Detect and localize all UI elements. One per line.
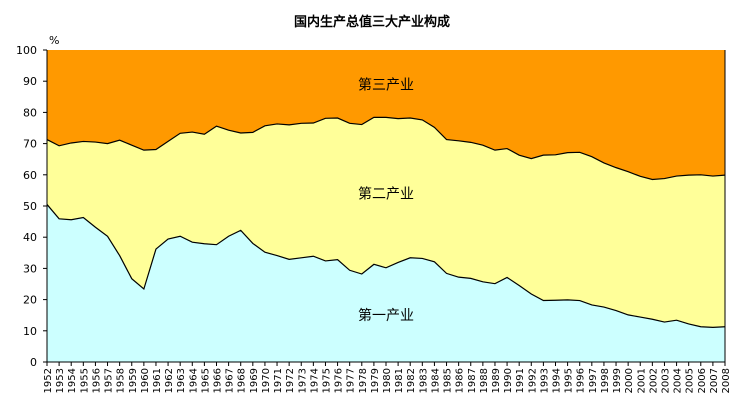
x-tick-label: 1973	[297, 368, 308, 393]
x-tick-label: 1994	[552, 368, 563, 393]
chart-title: 国内生产总值三大产业构成	[294, 14, 450, 30]
x-tick-label: 1957	[104, 368, 115, 393]
x-tick-label: 1975	[321, 368, 332, 393]
x-tick-label: 1991	[515, 368, 526, 393]
x-tick-label: 1965	[200, 368, 211, 393]
x-tick-label: 1972	[285, 368, 296, 393]
x-tick-label: 1997	[588, 368, 599, 393]
x-tick-label: 1954	[67, 368, 78, 393]
area-series-3	[47, 50, 725, 180]
x-tick-label: 1999	[612, 368, 623, 393]
x-tick-label: 1970	[261, 368, 272, 393]
x-tick-label: 2001	[636, 368, 647, 393]
series-boundary-line-2	[46, 116, 726, 181]
x-tick-label: 1996	[576, 368, 587, 393]
y-tick-label: 100	[16, 44, 37, 57]
y-tick-label: 90	[23, 75, 37, 88]
area-series-1	[47, 204, 725, 362]
y-tick-label: 50	[23, 200, 37, 213]
x-tick-label: 1961	[152, 368, 163, 393]
x-tick-label: 1993	[539, 368, 550, 393]
area-series-2	[47, 117, 725, 328]
x-tick-label: 1982	[406, 368, 417, 393]
y-tick-label: 0	[30, 356, 37, 369]
y-tick-label: 70	[23, 138, 37, 151]
y-tick-label: 40	[23, 231, 37, 244]
x-tick-label: 1966	[213, 368, 224, 393]
x-tick-label: 1984	[430, 368, 441, 393]
series-label-3: 第三产业	[358, 76, 414, 93]
y-tick-label: 10	[23, 325, 37, 338]
x-tick-label: 1953	[55, 368, 66, 393]
x-tick-label: 1998	[600, 368, 611, 393]
y-tick-label: 30	[23, 262, 37, 275]
x-tick-label: 1983	[418, 368, 429, 393]
x-tick-label: 1977	[346, 368, 357, 393]
x-tick-label: 1979	[370, 368, 381, 393]
x-tick-label: 1964	[188, 368, 199, 393]
x-tick-label: 1992	[527, 368, 538, 393]
series-label-2: 第二产业	[358, 186, 414, 203]
x-tick-label: 1963	[176, 368, 187, 393]
y-tick-label: 20	[23, 294, 37, 307]
x-tick-label: 2004	[673, 368, 684, 393]
series-label-1: 第一产业	[358, 307, 414, 324]
x-tick-label: 1988	[479, 368, 490, 393]
x-tick-label: 1989	[491, 368, 502, 393]
x-tick-label: 2002	[648, 368, 659, 393]
x-tick-label: 2003	[660, 368, 671, 393]
x-tick-label: 1955	[79, 368, 90, 393]
x-tick-label: 1978	[358, 368, 369, 393]
x-tick-label: 1974	[309, 368, 320, 393]
y-axis-unit: %	[49, 34, 59, 47]
x-tick-label: 1968	[237, 368, 248, 393]
y-tick-label: 60	[23, 169, 37, 182]
x-tick-label: 1956	[91, 368, 102, 393]
x-tick-label: 2007	[709, 368, 720, 393]
x-tick-label: 1959	[128, 368, 139, 393]
x-tick-label: 1958	[116, 368, 127, 393]
x-tick-label: 2005	[685, 368, 696, 393]
x-tick-label: 1976	[334, 368, 345, 393]
x-tick-label: 2000	[624, 368, 635, 393]
x-tick-label: 2006	[697, 368, 708, 393]
series-boundary-line-1	[46, 204, 726, 328]
x-tick-label: 1985	[443, 368, 454, 393]
x-tick-label: 1952	[43, 368, 54, 393]
x-tick-label: 1995	[564, 368, 575, 393]
x-tick-label: 1980	[382, 368, 393, 393]
x-tick-label: 1981	[394, 368, 405, 393]
x-tick-label: 1971	[273, 368, 284, 393]
x-tick-label: 1960	[140, 368, 151, 393]
x-tick-label: 1987	[467, 368, 478, 393]
x-tick-label: 2008	[721, 368, 732, 393]
x-tick-label: 1967	[225, 368, 236, 393]
x-tick-label: 1986	[455, 368, 466, 393]
y-tick-label: 80	[23, 106, 37, 119]
x-tick-label: 1962	[164, 368, 175, 393]
x-tick-label: 1990	[503, 368, 514, 393]
x-tick-label: 1969	[249, 368, 260, 393]
